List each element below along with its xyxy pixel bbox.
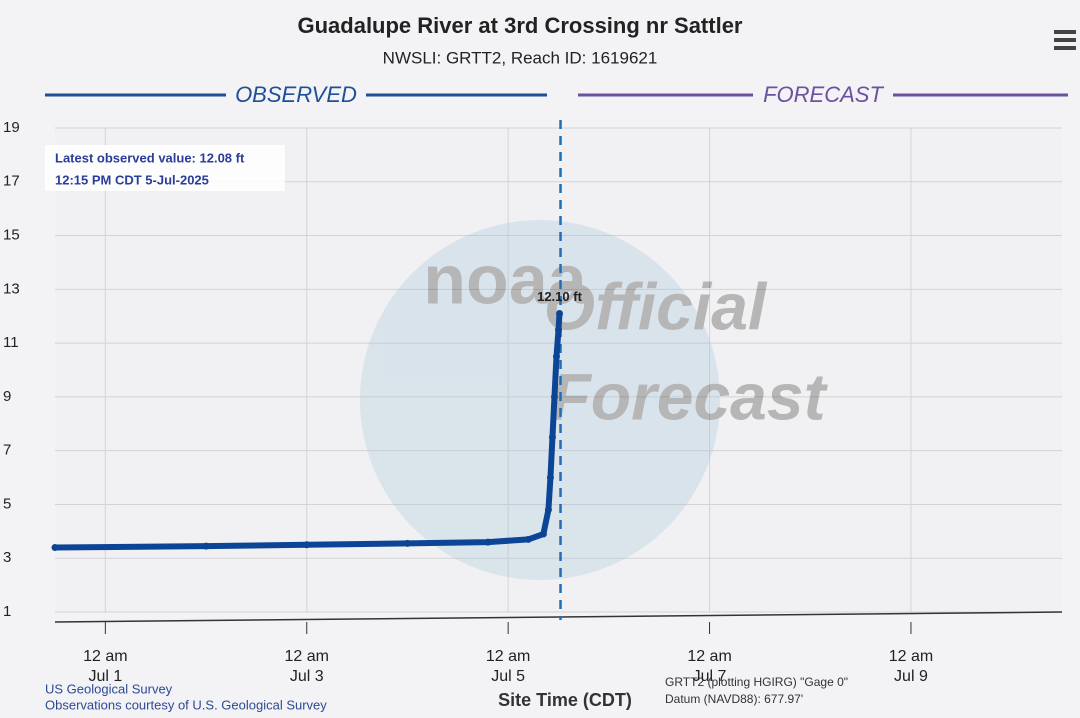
data-point	[303, 541, 311, 549]
data-point	[555, 326, 562, 334]
series-line	[52, 310, 563, 551]
x-tick-label: 12 am	[889, 648, 933, 665]
menu-bar[interactable]	[1054, 38, 1076, 42]
annotation-box	[45, 145, 285, 191]
chart-title: Guadalupe River at 3rd Crossing nr Sattl…	[297, 13, 742, 38]
y-tick-label: 9	[3, 388, 11, 405]
data-point	[552, 353, 560, 361]
x-tick-label: Jul 7	[693, 668, 727, 685]
x-tick-label: Jul 9	[894, 668, 928, 685]
footer-text: GRTT2 (plotting HGIRG) "Gage 0"	[665, 675, 848, 689]
y-tick-label: 13	[3, 280, 20, 297]
data-point	[548, 433, 556, 441]
data-point	[544, 506, 552, 514]
annotation: 12:15 PM CDT 5-Jul-2025	[55, 172, 209, 187]
x-tick-label: 12 am	[285, 648, 329, 665]
menu-bar[interactable]	[1054, 46, 1076, 50]
watermark-logo	[360, 220, 720, 580]
x-tick-label: 12 am	[83, 648, 127, 665]
footer-text: Observations courtesy of U.S. Geological…	[45, 697, 327, 712]
y-tick-label: 19	[3, 119, 20, 136]
y-tick-label: 15	[3, 227, 20, 244]
data-point	[524, 535, 532, 543]
x-tick-label: Jul 1	[88, 668, 122, 685]
menu-icon[interactable]	[1054, 30, 1076, 50]
menu-bar[interactable]	[1054, 30, 1076, 34]
watermark-text: Forecast	[550, 359, 828, 433]
data-point	[539, 530, 547, 538]
y-tick-label: 5	[3, 495, 11, 512]
data-point	[550, 393, 558, 401]
x-tick-label: Jul 5	[491, 668, 525, 685]
watermark-text: Official	[544, 269, 768, 343]
watermark: noaa Official Forecast	[360, 220, 829, 580]
data-point	[556, 310, 564, 318]
x-tick-label: 12 am	[486, 648, 530, 665]
x-axis-title: Site Time (CDT)	[498, 690, 632, 710]
section-label: OBSERVED	[235, 82, 357, 107]
chart-subtitle: NWSLI: GRTT2, Reach ID: 1619621	[383, 48, 658, 67]
y-tick-label: 17	[3, 173, 20, 190]
data-point	[51, 543, 59, 551]
x-tick-label: Jul 3	[290, 668, 324, 685]
footer-text: US Geological Survey	[45, 681, 173, 696]
data-point	[546, 474, 554, 482]
y-tick-label: 7	[3, 442, 11, 459]
data-point	[403, 539, 411, 547]
section-label: FORECAST	[763, 82, 884, 107]
y-tick-label: 11	[3, 334, 19, 351]
y-tick-label: 1	[3, 603, 11, 620]
y-tick-label: 3	[3, 549, 11, 566]
annotation: Latest observed value: 12.08 ft	[55, 150, 245, 165]
data-point	[202, 542, 210, 550]
data-point	[484, 538, 492, 546]
data-label: 12.10 ft	[537, 289, 582, 304]
footer-text: Datum (NAVD88): 677.97'	[665, 692, 803, 706]
x-tick-label: 12 am	[687, 648, 731, 665]
x-axis	[54, 611, 1063, 623]
